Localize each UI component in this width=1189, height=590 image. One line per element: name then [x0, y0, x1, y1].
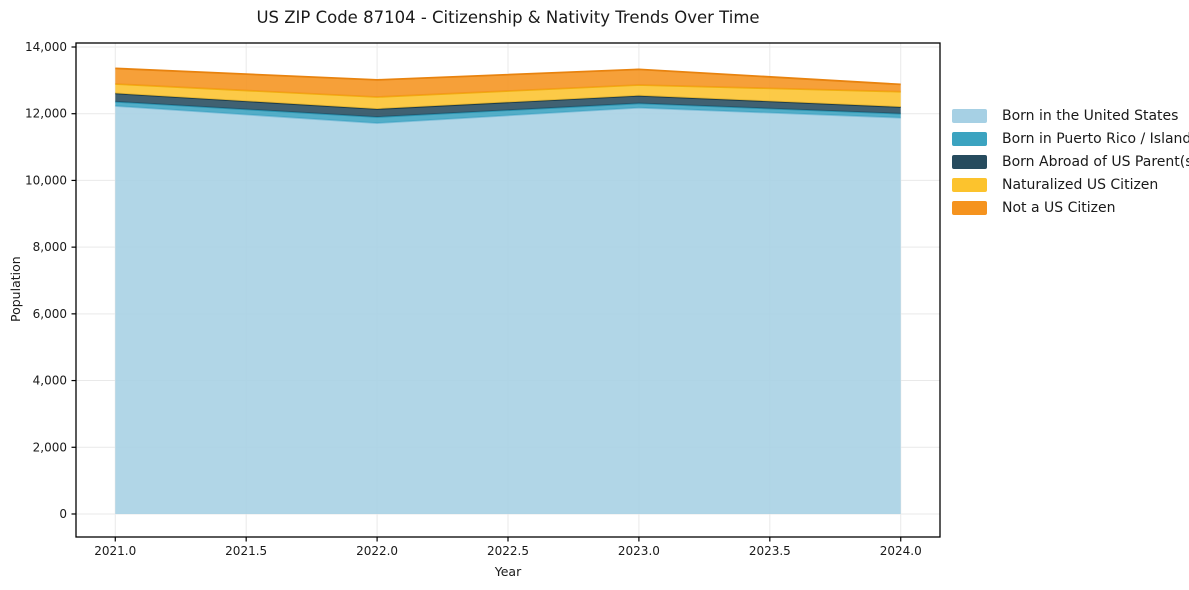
area-born-in-puerto-rico-islands — [115, 101, 901, 124]
legend-label: Naturalized US Citizen — [1002, 176, 1159, 193]
legend: Born in the United States Born in Puerto … — [952, 104, 1189, 219]
legend-label: Born in the United States — [1002, 107, 1179, 124]
legend-swatch-icon — [952, 200, 987, 215]
legend-label: Not a US Citizen — [1002, 199, 1116, 216]
legend-swatch-icon — [952, 131, 987, 146]
x-tick-label: 2021.0 — [94, 544, 136, 558]
legend-swatch-icon — [952, 108, 987, 123]
area-naturalized-us-citizen — [115, 84, 901, 109]
y-tick-label: 12,000 — [25, 107, 67, 121]
y-axis-label: Population — [8, 256, 23, 322]
y-tick-label: 4,000 — [33, 374, 67, 388]
legend-item: Naturalized US Citizen — [952, 173, 1189, 196]
y-tick-label: 8,000 — [33, 240, 67, 254]
legend-item: Born Abroad of US Parent(s) — [952, 150, 1189, 173]
area-not-a-us-citizen — [115, 68, 901, 97]
x-tick-label: 2023.5 — [749, 544, 791, 558]
chart-title: US ZIP Code 87104 - Citizenship & Nativi… — [256, 8, 760, 27]
y-tick-label: 6,000 — [33, 307, 67, 321]
area-born-in-the-united-states — [115, 106, 901, 514]
edge-born-in-the-united-states — [115, 105, 901, 125]
legend-item: Born in the United States — [952, 104, 1189, 127]
legend-swatch-icon — [952, 154, 987, 169]
edge-not-a-us-citizen — [115, 67, 901, 86]
x-tick-label: 2024.0 — [880, 544, 922, 558]
legend-label: Born in Puerto Rico / Islands — [1002, 130, 1189, 147]
y-tick-label: 14,000 — [25, 40, 67, 54]
legend-swatch-icon — [952, 177, 987, 192]
x-tick-label: 2021.5 — [225, 544, 267, 558]
legend-label: Born Abroad of US Parent(s) — [1002, 153, 1189, 170]
x-axis-label: Year — [494, 564, 522, 579]
y-tick-label: 2,000 — [33, 440, 67, 454]
x-tick-label: 2022.0 — [356, 544, 398, 558]
legend-item: Not a US Citizen — [952, 196, 1189, 219]
legend-item: Born in Puerto Rico / Islands — [952, 127, 1189, 150]
y-tick-label: 0 — [59, 507, 67, 521]
x-tick-label: 2023.0 — [618, 544, 660, 558]
y-tick-label: 10,000 — [25, 173, 67, 187]
x-tick-label: 2022.5 — [487, 544, 529, 558]
